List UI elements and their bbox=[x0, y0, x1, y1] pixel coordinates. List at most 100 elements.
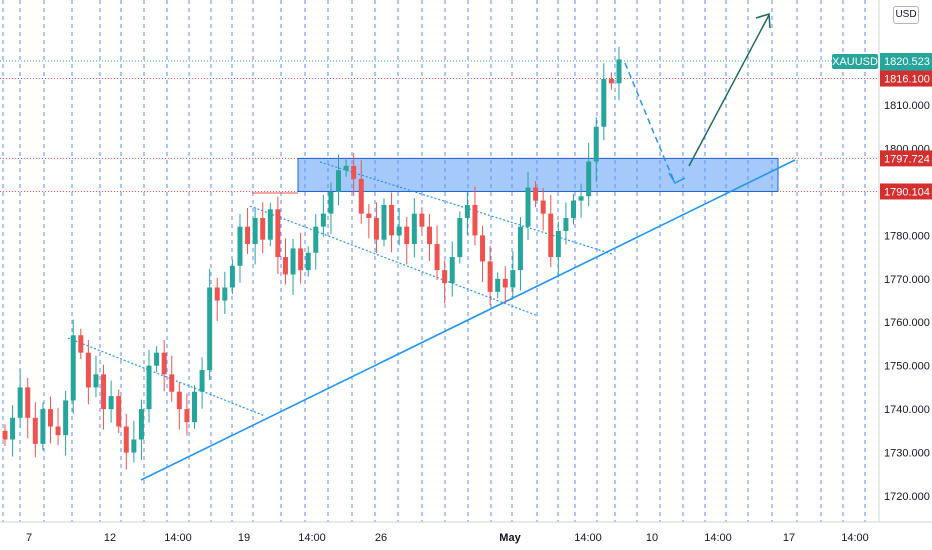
rally-arrowhead bbox=[755, 13, 771, 29]
price-labels: XAUUSD1820.52337:591816.1001797.7241790.… bbox=[832, 53, 932, 200]
currency-button[interactable]: USD bbox=[893, 6, 919, 24]
candle-body bbox=[229, 265, 235, 288]
candle-body bbox=[55, 426, 61, 436]
candle-body bbox=[578, 196, 584, 201]
symbol-tag bbox=[832, 54, 878, 69]
candle-body bbox=[555, 231, 561, 258]
candle-body bbox=[282, 257, 288, 275]
drawings[interactable] bbox=[67, 157, 796, 481]
candle-body bbox=[517, 226, 523, 271]
candle-body bbox=[381, 204, 387, 240]
axis-separator bbox=[0, 0, 932, 523]
candle-body bbox=[351, 165, 357, 179]
candle-body bbox=[192, 391, 197, 423]
candle-body bbox=[116, 396, 122, 427]
candle-body bbox=[411, 213, 417, 245]
time-tick-label: 14:00 bbox=[841, 532, 869, 544]
candle-body bbox=[146, 365, 152, 410]
candle-body bbox=[389, 204, 395, 236]
candle-body bbox=[502, 278, 508, 288]
candle-body bbox=[245, 226, 251, 245]
time-tick-label: 26 bbox=[375, 532, 387, 544]
candle-body bbox=[480, 235, 486, 262]
resistance-zone bbox=[297, 157, 779, 192]
level-price-label: 1816.100 bbox=[884, 74, 930, 86]
price-tick-label: 1760.000 bbox=[884, 317, 930, 329]
candle-body bbox=[336, 170, 342, 192]
candle-body bbox=[366, 213, 372, 218]
candle-body bbox=[40, 409, 46, 444]
candle-body bbox=[510, 270, 516, 288]
price-axis[interactable]: 1720.000 1730.000 1740.000 1750.000 1760.000… bbox=[884, 57, 930, 503]
candle-body bbox=[101, 374, 107, 410]
time-tick-label: 12 bbox=[104, 532, 116, 544]
candle-body bbox=[586, 161, 592, 197]
candle-body bbox=[457, 217, 463, 258]
time-tick-label: 14:00 bbox=[574, 532, 602, 544]
candle-body bbox=[313, 226, 319, 253]
candle-body bbox=[267, 209, 273, 240]
candles bbox=[2, 46, 622, 470]
candle-body bbox=[487, 261, 493, 292]
projection-drawings[interactable] bbox=[624, 13, 771, 184]
candle-body bbox=[161, 352, 167, 375]
candle-body bbox=[17, 387, 23, 418]
candle-body bbox=[419, 213, 425, 227]
candle-body bbox=[123, 426, 129, 453]
candle-body bbox=[548, 213, 554, 258]
candle-body bbox=[442, 270, 448, 284]
time-axis[interactable]: 7 12 14:00 19 14:00 26 May 14:00 10 14:00 17 14:00 bbox=[26, 532, 869, 544]
candle-body bbox=[207, 287, 213, 371]
candle-body bbox=[328, 191, 334, 214]
candle-body bbox=[495, 278, 501, 292]
candle-body bbox=[533, 187, 539, 201]
candle-body bbox=[70, 335, 76, 401]
candle-body bbox=[434, 244, 440, 271]
candle-body bbox=[320, 213, 326, 227]
candle-body bbox=[563, 217, 569, 232]
candle-body bbox=[593, 126, 599, 162]
candle-body bbox=[298, 248, 304, 271]
price-tick-label: 1740.000 bbox=[884, 404, 930, 416]
candle-body bbox=[343, 165, 349, 171]
candle-body bbox=[169, 374, 175, 392]
time-grid bbox=[2, 0, 866, 522]
candle-body bbox=[32, 417, 38, 444]
candle-body bbox=[305, 252, 311, 271]
level-price-tag bbox=[880, 183, 932, 200]
channel-line bbox=[67, 337, 266, 417]
price-tick-label: 1730.000 bbox=[884, 448, 930, 460]
candle-body bbox=[373, 217, 379, 240]
candle-body bbox=[131, 439, 137, 453]
candle-body bbox=[540, 200, 546, 214]
price-tick-label: 1810.000 bbox=[884, 100, 930, 112]
time-tick-label: 10 bbox=[646, 532, 658, 544]
candle-body bbox=[290, 248, 296, 275]
time-tick-label: May bbox=[499, 532, 521, 544]
candle-body bbox=[108, 396, 114, 410]
candle-body bbox=[63, 400, 69, 436]
level-price-tag bbox=[880, 70, 932, 87]
candle-body bbox=[176, 391, 182, 410]
candle-body bbox=[464, 204, 470, 218]
candle-body bbox=[571, 200, 576, 218]
candle-body bbox=[222, 287, 228, 301]
candle-body bbox=[2, 430, 8, 440]
current-price-label: 1820.523 bbox=[884, 56, 930, 68]
price-tick-label: 1780.000 bbox=[884, 230, 930, 242]
projected-rally-line bbox=[688, 14, 770, 167]
price-tick-label: 1720.000 bbox=[884, 491, 930, 503]
level-price-tag bbox=[880, 150, 932, 167]
time-tick-label: 19 bbox=[238, 532, 250, 544]
candle-body bbox=[358, 178, 364, 214]
candle-body bbox=[184, 409, 190, 423]
symbol-tag-label: XAUUSD bbox=[832, 56, 878, 68]
time-tick-label: 14:00 bbox=[704, 532, 732, 544]
projected-pullback-path bbox=[624, 62, 676, 184]
candle-body bbox=[199, 370, 205, 392]
candle-body bbox=[138, 409, 144, 440]
ascending-trend-line bbox=[140, 159, 796, 481]
time-tick-label: 17 bbox=[783, 532, 795, 544]
candle-body bbox=[10, 417, 16, 440]
